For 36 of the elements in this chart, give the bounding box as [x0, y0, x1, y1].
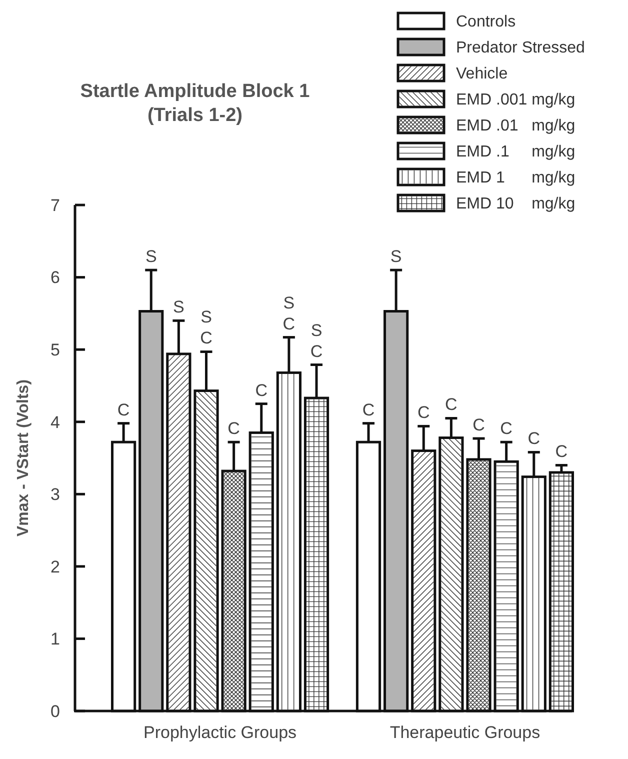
- legend-label: Vehicle: [456, 66, 508, 83]
- legend-label: EMD .001 mg/kg: [456, 92, 576, 109]
- data-label: C: [417, 403, 430, 422]
- x-tick-label: Therapeutic Groups: [390, 723, 540, 742]
- y-tick-label: 0: [50, 702, 60, 721]
- data-label: S C: [310, 320, 323, 361]
- data-label: C: [255, 380, 268, 400]
- data-label: S: [390, 247, 402, 266]
- data-label: C: [555, 442, 568, 462]
- data-label: S: [145, 247, 157, 266]
- legend-label: EMD .1 mg/kg: [456, 144, 576, 161]
- y-tick-label: 3: [50, 485, 60, 504]
- y-tick-label: 1: [50, 630, 60, 649]
- data-label: C: [117, 400, 130, 420]
- y-tick-label: 5: [50, 340, 60, 360]
- y-tick-label: 4: [50, 412, 60, 432]
- y-axis-title: Vmax - VStart (Volts): [15, 379, 32, 537]
- data-label: C: [472, 415, 485, 434]
- legend-label: Predator Stressed: [456, 40, 585, 57]
- data-label: S C: [200, 308, 212, 348]
- data-label: S C: [282, 293, 296, 334]
- data-label: S: [173, 298, 184, 317]
- data-label: C: [228, 419, 240, 438]
- y-tick-label: 6: [50, 268, 60, 288]
- legend-label: EMD 10 mg/kg: [456, 196, 576, 213]
- legend-label: EMD .01 mg/kg: [456, 118, 576, 135]
- chart-title: Startle Amplitude Block 1 (Trials 1-2): [80, 81, 310, 126]
- y-tick-label: 7: [50, 196, 60, 215]
- data-label: C: [445, 395, 458, 414]
- x-tick-label: Prophylactic Groups: [143, 723, 297, 742]
- data-label: C: [362, 400, 375, 420]
- data-label: C: [500, 419, 512, 438]
- legend-label: Controls: [456, 14, 516, 31]
- y-tick-label: 2: [50, 557, 60, 576]
- data-label: C: [528, 429, 540, 448]
- legend-label: EMD 1 mg/kg: [456, 170, 576, 187]
